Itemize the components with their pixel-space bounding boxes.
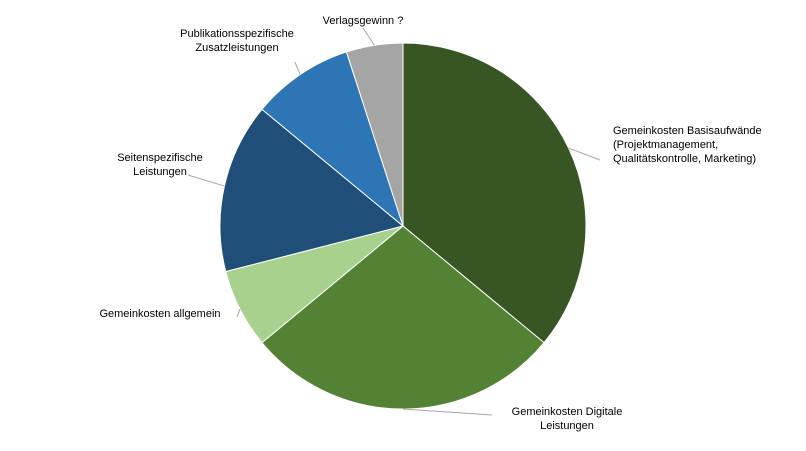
- slice-label-line: Qualitätskontrolle, Marketing): [613, 153, 756, 165]
- leader-lines: [187, 27, 601, 416]
- pie-slice: [261, 225, 545, 410]
- leader-line: [236, 308, 241, 318]
- slice-label-line: Leistungen: [540, 420, 594, 432]
- slice-label-line: Zusatzleistungen: [195, 42, 278, 54]
- slice-label-line: Verlagsgewinn ?: [323, 15, 404, 27]
- slice-label: Publikationsspezifische Zusatzleistungen: [180, 28, 294, 54]
- slice-label-line: Gemeinkosten Basisaufwände: [613, 125, 762, 137]
- leader-line: [568, 147, 601, 161]
- pie-slice: [345, 42, 404, 227]
- leader-line: [362, 27, 375, 46]
- slice-label-line: Gemeinkosten allgemein: [99, 308, 220, 320]
- slice-label-line: Gemeinkosten Digitale: [512, 406, 623, 418]
- slice-label: Verlagsgewinn ?: [323, 15, 404, 27]
- slice-label: Seitenspezifische Leistungen: [117, 152, 203, 178]
- leader-line: [187, 174, 225, 187]
- slice-label-line: Seitenspezifische: [117, 152, 203, 164]
- slice-label-line: (Projektmanagement,: [613, 139, 718, 151]
- leader-line: [294, 61, 301, 75]
- slice-label-line: Leistungen: [133, 166, 187, 178]
- pie-slices: [219, 42, 587, 410]
- leader-line: [402, 408, 493, 416]
- pie-slice: [402, 42, 587, 344]
- slice-label-line: Publikationsspezifische: [180, 28, 294, 40]
- slice-label: Gemeinkosten Basisaufwände (Projektmanage…: [613, 125, 762, 165]
- slice-label: Gemeinkosten allgemein: [99, 308, 220, 320]
- slice-label: Gemeinkosten Digitale Leistungen: [512, 406, 623, 432]
- slice-labels: Gemeinkosten Basisaufwände (Projektmanage…: [99, 15, 761, 432]
